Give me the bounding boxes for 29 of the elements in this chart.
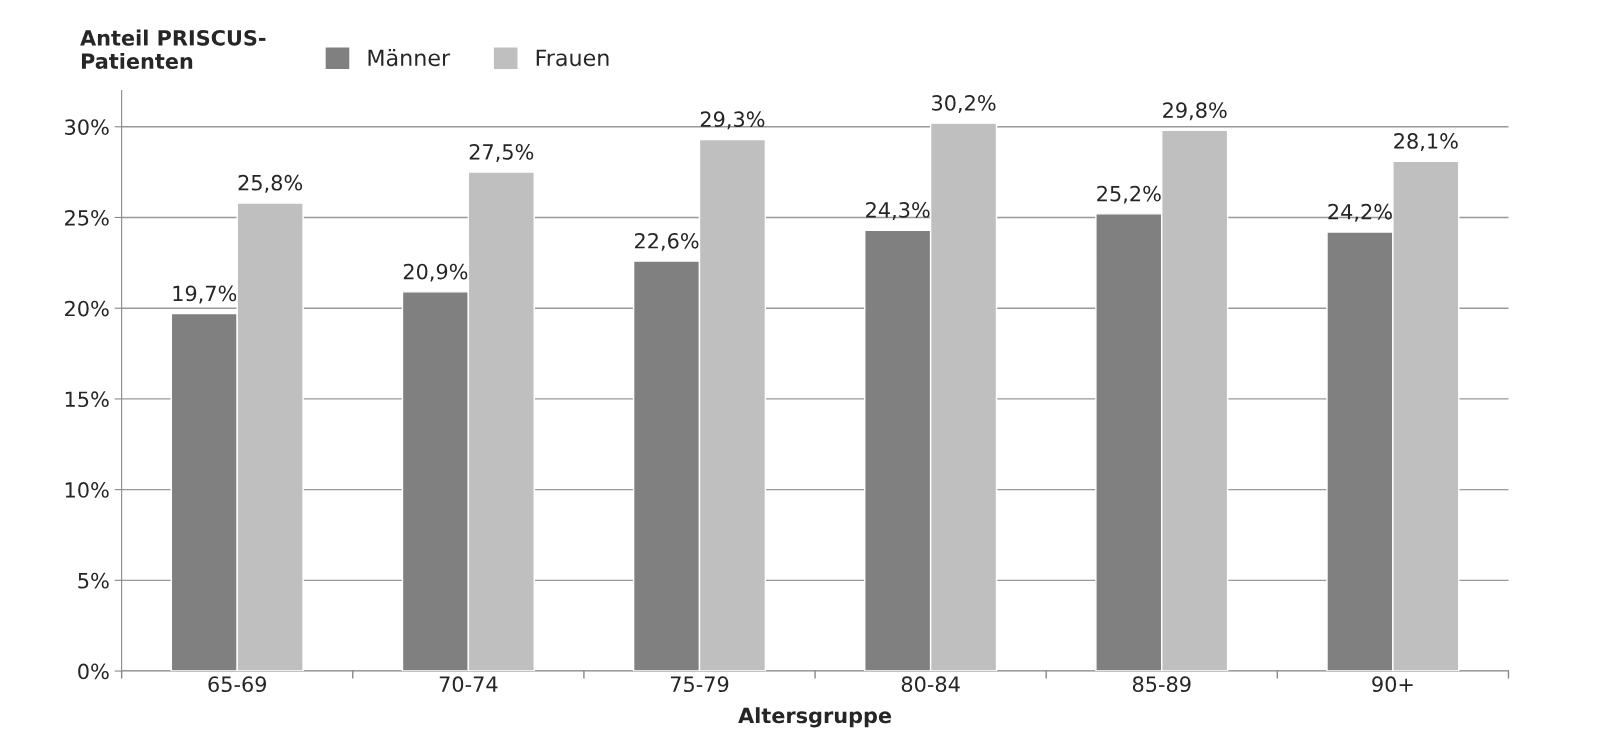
y-tick-label: 30%	[65, 119, 109, 135]
data-label: 30,2%	[932, 95, 996, 113]
data-label: 19,7%	[173, 285, 237, 304]
x-tick-label: 75-79	[670, 676, 729, 693]
data-label: 25,2%	[1097, 185, 1161, 204]
data-label: 29,8%	[1163, 102, 1227, 121]
x-tick-label: 80-84	[901, 676, 960, 693]
data-label: 28,1%	[1394, 133, 1458, 151]
y-tick-label: 5%	[78, 572, 109, 589]
y-tick-label: 25%	[65, 209, 109, 226]
x-tick-label: 90+	[1372, 676, 1413, 693]
data-label: 27,5%	[469, 144, 534, 162]
legend-label: Männer	[368, 49, 451, 67]
y-tick-label: 15%	[65, 391, 109, 408]
data-label: 29,3%	[700, 111, 765, 130]
y-tick-label: 10%	[65, 482, 109, 498]
data-label: 25,8%	[238, 174, 303, 193]
x-tick-label: 65-69	[208, 676, 267, 693]
data-label: 24,3%	[866, 202, 930, 220]
y-tick-label: 0%	[78, 663, 109, 680]
data-label: 22,6%	[634, 232, 699, 251]
data-label: 24,2%	[1328, 203, 1392, 222]
x-tick-label: 85-89	[1132, 676, 1191, 693]
x-axis-title: Altersgruppe	[738, 707, 892, 728]
x-tick-label: 70-74	[439, 676, 498, 693]
legend-label: Frauen	[536, 49, 609, 67]
y-tick-label: 20%	[65, 300, 109, 317]
data-label: 20,9%	[403, 263, 468, 282]
y-axis-title: Anteil PRISCUS- Patienten	[80, 29, 266, 70]
